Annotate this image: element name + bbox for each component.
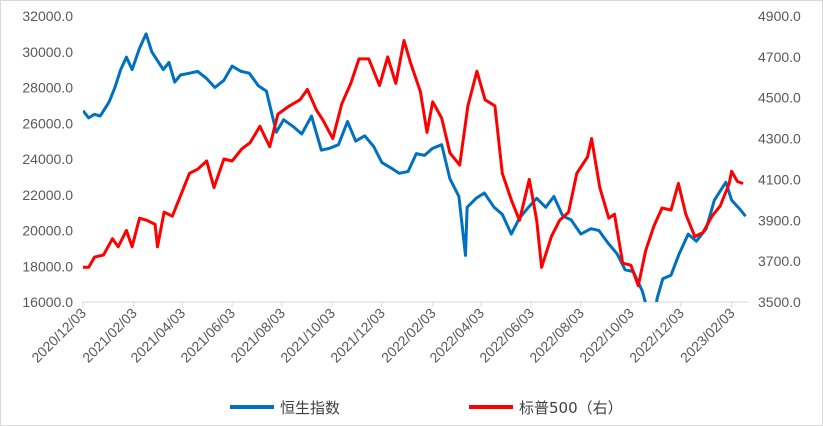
left-y-tick-label: 18000.0 <box>22 258 73 274</box>
right-y-tick-label: 3700.0 <box>758 253 801 269</box>
right-y-tick-label: 4900.0 <box>758 8 801 24</box>
left-y-axis-labels: 16000.0 18000.0 20000.0 22000.0 24000.0 26000… <box>22 8 73 310</box>
left-y-tick-label: 32000.0 <box>22 8 73 24</box>
right-y-tick-label: 4300.0 <box>758 131 801 147</box>
left-y-tick-label: 28000.0 <box>22 80 73 96</box>
x-axis: 2020/12/032021/02/032021/04/032021/06/03… <box>28 301 748 366</box>
series-line-hang-seng <box>83 32 747 302</box>
legend-label: 恒生指数 <box>280 399 340 417</box>
series-line-sp500 <box>83 39 744 288</box>
right-y-tick-label: 3900.0 <box>758 212 801 228</box>
right-y-tick-label: 4100.0 <box>758 171 801 187</box>
left-y-tick-label: 20000.0 <box>22 223 73 239</box>
left-y-tick-label: 24000.0 <box>22 151 73 167</box>
left-y-tick-label: 16000.0 <box>22 294 73 310</box>
legend: 恒生指数 标普500（右） <box>230 399 623 417</box>
right-y-axis-labels: 3500.0 3700.0 3900.0 4100.0 4300.0 4500.0 4700… <box>758 8 801 310</box>
legend-label: 标普500（右） <box>519 399 623 417</box>
x-tick-label: 2023/02/03 <box>677 305 738 366</box>
right-y-tick-label: 4500.0 <box>758 90 801 106</box>
series-layer <box>83 32 747 302</box>
left-y-tick-label: 26000.0 <box>22 115 73 131</box>
left-y-tick-label: 22000.0 <box>22 187 73 203</box>
left-y-tick-label: 30000.0 <box>22 44 73 60</box>
right-y-tick-label: 3500.0 <box>758 294 801 310</box>
right-y-tick-label: 4700.0 <box>758 49 801 65</box>
